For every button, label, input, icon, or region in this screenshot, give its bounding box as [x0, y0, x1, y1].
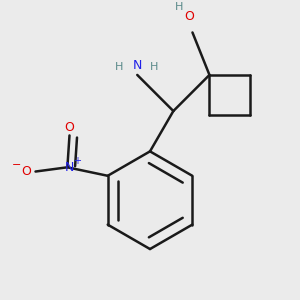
Text: −: −: [12, 160, 22, 170]
Text: +: +: [73, 156, 81, 166]
Text: O: O: [64, 121, 74, 134]
Text: H: H: [175, 2, 183, 12]
Text: O: O: [21, 165, 31, 178]
Text: O: O: [184, 10, 194, 23]
Text: N: N: [65, 161, 74, 174]
Text: H: H: [115, 61, 124, 71]
Text: H: H: [150, 61, 158, 71]
Text: N: N: [133, 58, 142, 71]
